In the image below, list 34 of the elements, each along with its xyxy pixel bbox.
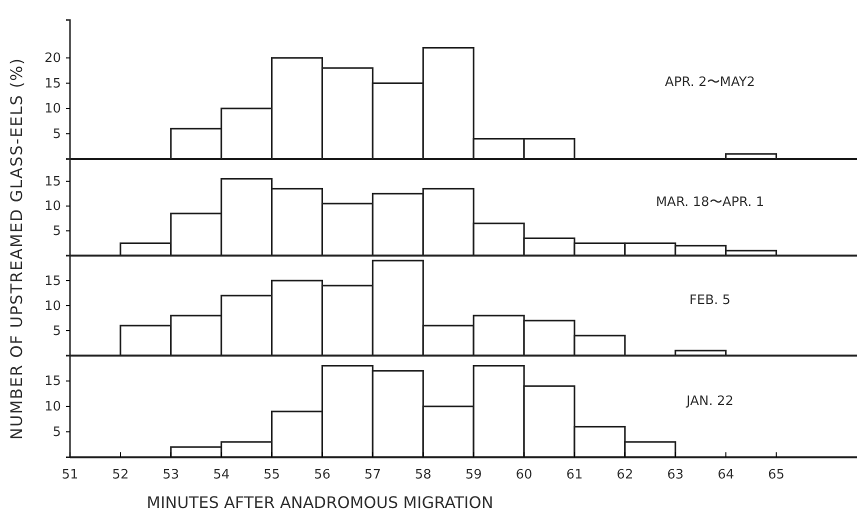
x-tick-label: 54 — [213, 467, 230, 482]
x-tick-label: 52 — [112, 467, 129, 482]
x-tick-label: 51 — [62, 467, 78, 482]
y-tick-label: 10 — [44, 199, 61, 214]
x-tick-label: 65 — [768, 467, 785, 482]
y-tick-label: 10 — [44, 298, 61, 314]
y-tick-label: 5 — [52, 324, 61, 339]
text: APR. 2〜MAY2 — [664, 75, 756, 90]
y-tick-label: 15 — [44, 76, 61, 92]
y-tick-label: 5 — [52, 126, 61, 142]
x-tick-label: 57 — [364, 467, 381, 482]
y-tick-label: 20 — [44, 51, 61, 66]
text: JAN. 22 — [685, 394, 734, 409]
y-tick-label: 15 — [44, 174, 61, 190]
x-tick-label: 56 — [314, 467, 331, 482]
y-tick-label: 15 — [44, 274, 61, 289]
y-tick-label: 10 — [44, 400, 61, 415]
x-tick-label: 64 — [718, 467, 734, 482]
x-tick-label: 53 — [162, 467, 180, 482]
x-tick-label: 62 — [616, 467, 634, 482]
y-axis-title: NUMBER OF UPSTREAMED GLASS-EELS (%) — [7, 57, 26, 440]
text: FEB. 5 — [689, 293, 731, 308]
x-tick-label: 55 — [264, 467, 280, 482]
y-tick-label: 15 — [44, 374, 61, 390]
x-tick-label: 60 — [516, 467, 532, 482]
x-tick-label: 61 — [566, 467, 583, 482]
x-tick-label: 58 — [414, 467, 432, 482]
x-tick-label: 63 — [667, 467, 684, 482]
y-tick-label: 10 — [44, 102, 61, 117]
y-tick-label: 5 — [52, 424, 61, 440]
x-axis-title: MINUTES AFTER ANADROMOUS MIGRATION — [146, 493, 494, 512]
text: MAR. 18〜APR. 1 — [656, 195, 764, 210]
y-tick-label: 5 — [52, 224, 61, 239]
x-tick-label: 59 — [465, 467, 482, 482]
